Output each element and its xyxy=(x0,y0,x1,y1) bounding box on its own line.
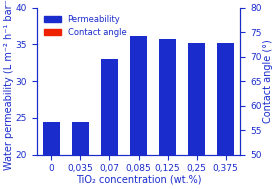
Y-axis label: Contact angle (°): Contact angle (°) xyxy=(263,39,273,123)
Bar xyxy=(130,36,147,189)
Bar xyxy=(43,122,60,189)
Y-axis label: Water permeability (L m⁻² h⁻¹ bar⁻¹): Water permeability (L m⁻² h⁻¹ bar⁻¹) xyxy=(4,0,14,170)
Bar xyxy=(159,39,176,189)
Bar xyxy=(72,122,89,189)
Bar xyxy=(101,59,118,189)
X-axis label: TiO₂ concentration (wt.%): TiO₂ concentration (wt.%) xyxy=(76,175,201,185)
Bar xyxy=(217,43,234,189)
Bar xyxy=(188,43,205,189)
Legend: Permeability, Contact angle: Permeability, Contact angle xyxy=(41,12,130,41)
